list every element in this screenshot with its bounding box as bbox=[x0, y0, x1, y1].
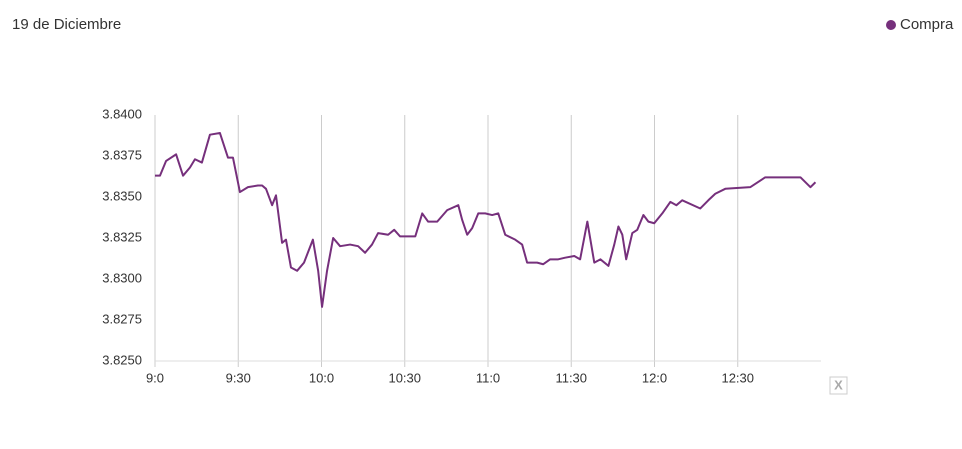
reset-button-label[interactable]: X bbox=[834, 377, 843, 392]
y-tick-label: 3.8375 bbox=[102, 147, 142, 162]
y-tick-label: 3.8400 bbox=[102, 106, 142, 121]
y-tick-label: 3.8250 bbox=[102, 352, 142, 367]
y-tick-label: 3.8275 bbox=[102, 311, 142, 326]
x-tick-label: 12:0 bbox=[642, 370, 667, 385]
x-tick-label: 9:30 bbox=[226, 370, 251, 385]
legend-label[interactable]: Compra bbox=[900, 16, 954, 33]
y-tick-label: 3.8300 bbox=[102, 270, 142, 285]
y-tick-label: 3.8325 bbox=[102, 229, 142, 244]
x-tick-label: 10:30 bbox=[388, 370, 421, 385]
x-tick-label: 12:30 bbox=[721, 370, 754, 385]
x-tick-label: 9:0 bbox=[146, 370, 164, 385]
x-tick-label: 10:0 bbox=[309, 370, 334, 385]
data-line bbox=[155, 132, 817, 308]
reset-button[interactable] bbox=[829, 376, 848, 395]
chart-title: 19 de Diciembre bbox=[12, 16, 121, 33]
x-tick-label: 11:0 bbox=[476, 370, 500, 385]
legend-marker[interactable] bbox=[886, 20, 896, 30]
x-tick-label: 11:30 bbox=[555, 370, 587, 385]
y-tick-label: 3.8350 bbox=[102, 188, 142, 203]
